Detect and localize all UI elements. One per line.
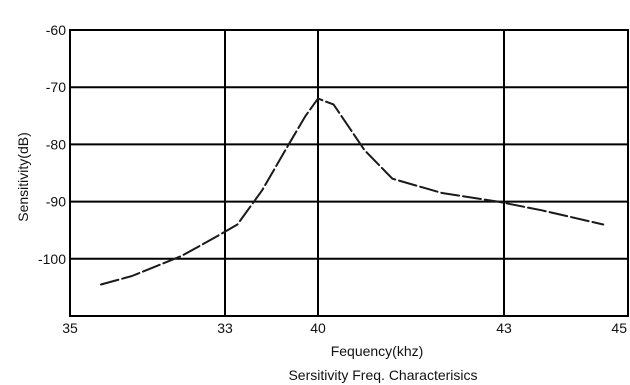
x-tick-label: 35 [62,320,78,336]
y-tick-label: -80 [46,136,66,152]
x-tick-label: 43 [496,320,512,336]
y-tick-label: -60 [46,22,66,38]
x-axis-label: Fequency(khz) [331,343,424,359]
y-tick-label: -70 [46,79,66,95]
y-tick-labels: -60 -70 -80 -90 -100 [38,22,66,267]
y-axis-label: Sensitivity(dB) [15,132,31,221]
sensitivity-series-line [100,97,605,286]
y-tick-label: -90 [46,194,66,210]
x-tick-label: 33 [217,320,233,336]
grid-layer [69,29,629,317]
y-tick-label: -100 [38,251,66,267]
plot-frame [69,29,629,317]
x-tick-labels: 35 33 40 43 45 [62,320,627,336]
chart-title: Sersitivity Freq. Characterisics [288,367,477,383]
x-tick-label: 45 [611,320,627,336]
x-tick-label: 40 [310,320,326,336]
plot-layer [100,97,605,286]
